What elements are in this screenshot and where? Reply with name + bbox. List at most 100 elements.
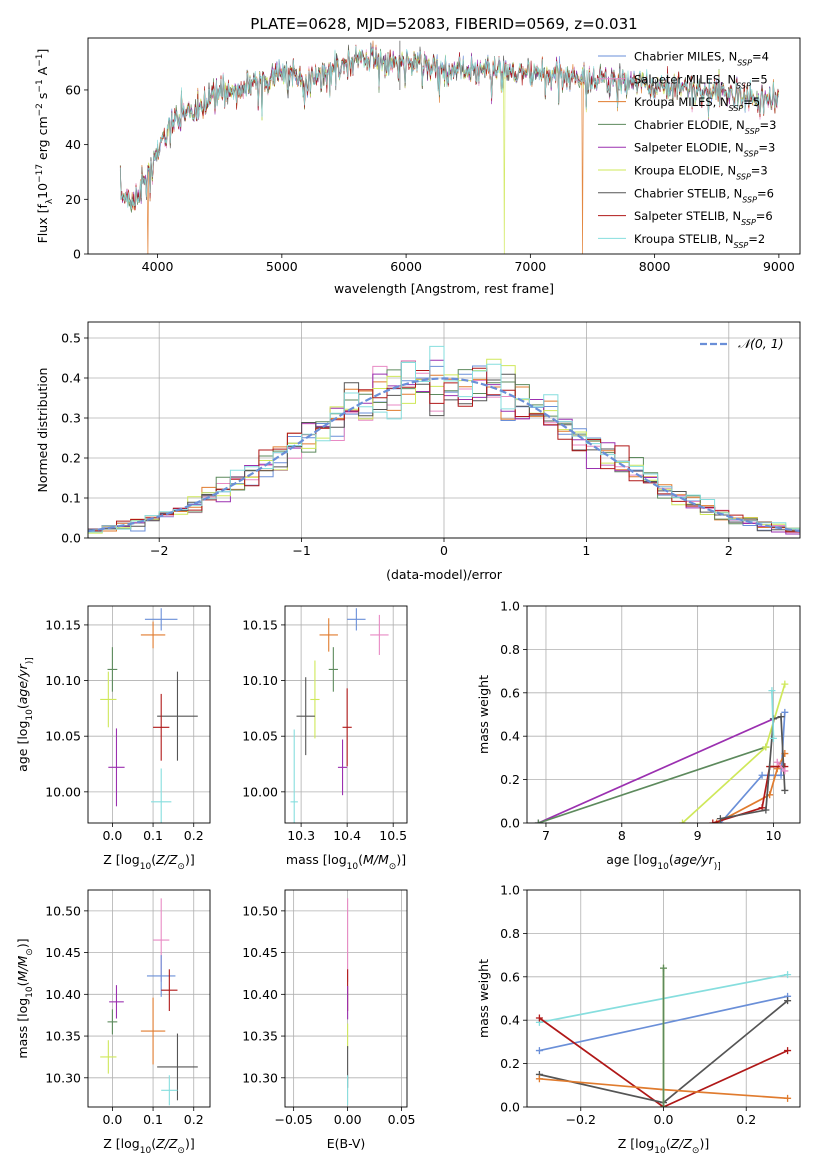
x-tick-label: 0.2 <box>184 828 204 843</box>
x-tick-label: −0.2 <box>566 1112 596 1127</box>
y-tick-label: 0.2 <box>500 772 520 787</box>
label-part: age [log <box>15 721 30 772</box>
x-tick-label: 2 <box>725 543 733 558</box>
y-tick-label: 10.45 <box>242 945 278 960</box>
label-part: )] <box>25 657 35 664</box>
legend-suffix: =5 <box>743 95 760 109</box>
spectrum-line-kroupa_stelib <box>119 44 779 210</box>
legend-label: Chabrier STELIB, NSSP=6 <box>634 186 774 204</box>
weight-marker <box>535 1075 543 1083</box>
label-part: age [log <box>606 852 657 867</box>
weight-marker <box>784 997 792 1005</box>
legend-suffix: =3 <box>760 118 777 132</box>
y-axis-label: mass weight <box>476 675 491 754</box>
weight-marker <box>709 819 717 823</box>
weight-marker <box>781 786 789 794</box>
weight-marker <box>773 758 781 766</box>
x-tick-label: 0.00 <box>334 1112 362 1127</box>
legend-suffix: =2 <box>748 232 765 246</box>
plot-area <box>88 890 210 1107</box>
y-tick-label: 10.00 <box>45 784 81 799</box>
legend-label: Kroupa STELIB, NSSP=2 <box>634 232 765 250</box>
legend-sub: SSP <box>745 126 760 135</box>
weight-line-chabrier_elodie <box>538 746 767 823</box>
axes-spectrum: 4000 5000 6000 7000 8000 9000 0 20 40 60 wavelengt… <box>35 37 801 296</box>
legend-label: Chabrier ELODIE, NSSP=3 <box>634 118 776 136</box>
x-tick-label: −1 <box>292 543 310 558</box>
x-tick-label: 0.0 <box>102 828 122 843</box>
x-tick-label: 8000 <box>639 259 671 274</box>
plot-content <box>100 898 198 1106</box>
y-axis-label: mass weight <box>476 959 491 1038</box>
axes-frame <box>284 889 408 1108</box>
plot-content <box>88 345 800 535</box>
label-part: ( <box>358 852 363 867</box>
plot-content <box>290 608 389 823</box>
x-tick-label: 9000 <box>763 259 795 274</box>
y-tick-label: 1.0 <box>500 883 520 898</box>
axes-frame <box>284 605 408 824</box>
y-tick-label: 0.3 <box>61 411 81 426</box>
legend-sub: SSP <box>737 58 752 67</box>
plot-content <box>535 964 792 1107</box>
y-tick-label: 10.10 <box>45 673 81 688</box>
x-tick-label: 0.2 <box>184 1112 204 1127</box>
label-part: −17 <box>35 164 45 183</box>
weight-marker <box>535 1014 543 1022</box>
x-tick-label: 8 <box>618 828 626 843</box>
label-part: Z [log <box>103 852 139 867</box>
axes-frame <box>87 605 211 824</box>
y-tick-label: 1.0 <box>500 599 520 614</box>
x-tick-label: 0.1 <box>143 1112 163 1127</box>
label-part: )] <box>396 852 406 867</box>
legend-text: Salpeter ELODIE, N <box>634 141 744 155</box>
legend-sub: SSP <box>736 172 751 181</box>
x-axis-label: E(B-V) <box>327 1136 366 1151</box>
y-axis-label: Normed distribution <box>35 368 50 493</box>
weight-line-salpeter_miles <box>776 761 786 772</box>
weight-line-salpeter_elodie <box>538 718 774 823</box>
legend-label: Chabrier MILES, NSSP=4 <box>634 50 769 68</box>
legend-text: Kroupa ELODIE, N <box>634 164 736 178</box>
label-part: ⊙ <box>177 1146 185 1156</box>
legend-sub: SSP <box>729 104 744 113</box>
weight-line-kroupa_stelib <box>771 690 775 739</box>
label-part: M/M <box>363 852 389 867</box>
y-tick-label: 0.0 <box>500 1100 520 1115</box>
label-part: mass [log <box>286 852 347 867</box>
y-tick-label: 40 <box>65 137 81 152</box>
label-part: 10 <box>140 1146 152 1156</box>
y-tick-label: 10.15 <box>45 617 81 632</box>
plot-content <box>534 680 789 823</box>
weight-marker <box>781 680 789 688</box>
y-tick-label: 0 <box>73 247 81 262</box>
label-part: 10 <box>25 986 35 998</box>
x-tick-label: 4000 <box>142 259 174 274</box>
legend-text: Chabrier STELIB, N <box>634 186 742 200</box>
y-tick-label: 10.10 <box>242 673 278 688</box>
x-tick-label: 5000 <box>266 259 298 274</box>
y-axis-label: mass [log10(M/M⊙)] <box>15 938 35 1058</box>
axes-mass_vs_Z: 0.0 0.1 0.2 10.30 10.35 10.40 10.45 10.50 Z [log… <box>15 889 211 1156</box>
weight-marker <box>716 815 724 823</box>
legend-text: Salpeter MILES, N <box>634 72 736 86</box>
plot-layer: 4000 5000 6000 7000 8000 90000204060wavelengt… <box>15 37 801 1156</box>
y-tick-label: 10.15 <box>242 617 278 632</box>
label-part: 10 <box>140 862 152 872</box>
weight-line-salpeter_stelib <box>538 1017 788 1107</box>
label-part: Z/Z <box>670 1136 693 1151</box>
label-part: 10 <box>35 183 50 199</box>
histogram-salpeter_stelib <box>88 367 800 533</box>
label-part: age/yr <box>15 663 30 704</box>
label-part: −1 <box>35 54 45 67</box>
x-tick-label: 10 <box>766 828 782 843</box>
legend-suffix: =6 <box>757 186 774 200</box>
legend-suffix: =3 <box>751 164 768 178</box>
label-part: s <box>35 93 50 104</box>
weight-marker <box>660 1103 667 1107</box>
label-part: Z [log <box>103 1136 139 1151</box>
x-axis-label: wavelength [Angstrom, rest frame] <box>334 281 554 296</box>
weight-marker <box>784 1047 792 1055</box>
